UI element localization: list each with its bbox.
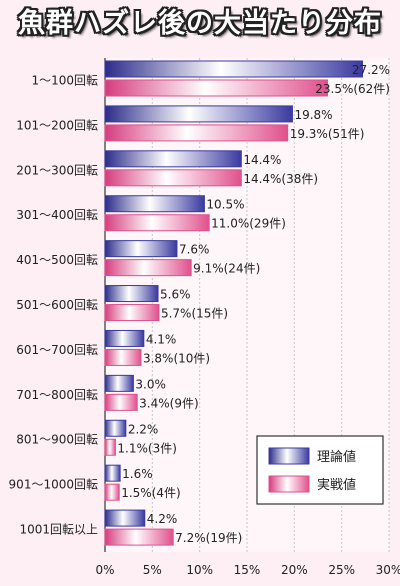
actual-bar [104, 79, 328, 97]
category-label: 201〜300回転 [16, 163, 98, 177]
theory-data-label: 3.0% [135, 377, 166, 391]
theory-bar [104, 464, 121, 482]
x-tick-label: 0% [95, 563, 114, 577]
actual-data-label: 3.8%(10件) [143, 351, 210, 365]
category-label: 901〜1000回転 [9, 478, 98, 492]
actual-data-label: 19.3%(51件) [290, 127, 365, 141]
theory-data-label: 1.6% [122, 467, 153, 481]
legend-box [256, 435, 384, 505]
actual-data-label: 3.4%(9件) [139, 396, 199, 410]
chart-title: 魚群ハズレ後の大当たり分布 [18, 8, 382, 39]
theory-bar [104, 150, 242, 168]
actual-data-label: 14.4%(38件) [243, 172, 318, 186]
theory-bar [104, 60, 363, 78]
category-label: 501〜600回転 [16, 298, 98, 312]
actual-data-label: 7.2%(19件) [175, 531, 242, 545]
theory-data-label: 4.1% [146, 332, 177, 346]
theory-bar [104, 374, 134, 392]
legend-label-theory: 理論値 [317, 449, 356, 465]
actual-data-label: 1.5%(4件) [121, 486, 181, 500]
legend-swatch-actual [268, 475, 310, 493]
actual-data-label: 11.0%(29件) [211, 217, 286, 231]
x-tick-label: 20% [281, 563, 308, 577]
theory-bar [104, 195, 205, 213]
actual-bar [104, 348, 142, 366]
x-tick-label: 10% [186, 563, 213, 577]
category-label: 701〜800回転 [16, 388, 98, 402]
category-label: 401〜500回転 [16, 253, 98, 267]
theory-data-label: 14.4% [243, 153, 281, 167]
actual-bar [104, 124, 289, 142]
actual-bar [104, 304, 160, 322]
actual-bar [104, 259, 192, 277]
theory-bar [104, 285, 159, 303]
theory-data-label: 27.2% [352, 63, 390, 77]
category-label: 301〜400回転 [16, 208, 98, 222]
legend-swatch-theory [268, 447, 310, 465]
theory-bar [104, 105, 293, 123]
theory-data-label: 2.2% [128, 422, 158, 436]
category-label: 1001回転以上 [19, 523, 98, 537]
theory-data-label: 7.6% [179, 243, 210, 257]
theory-data-label: 4.2% [147, 512, 178, 526]
theory-data-label: 19.8% [294, 108, 332, 122]
actual-data-label: 1.1%(3件) [117, 441, 177, 455]
actual-bar [104, 393, 138, 411]
actual-bar [104, 169, 242, 187]
category-label: 1〜100回転 [31, 73, 98, 87]
theory-bar [104, 240, 178, 258]
category-label: 601〜700回転 [16, 343, 98, 357]
category-label: 801〜900回転 [16, 433, 98, 447]
theory-data-label: 5.6% [160, 288, 191, 302]
theory-data-label: 10.5% [206, 198, 244, 212]
theory-bar [104, 509, 146, 527]
actual-bar [104, 214, 210, 232]
actual-data-label: 9.1%(24件) [193, 262, 260, 276]
x-tick-label: 5% [143, 563, 162, 577]
actual-bar [104, 528, 174, 546]
legend-label-actual: 実戦値 [317, 477, 356, 493]
actual-data-label: 23.5%(62件) [315, 82, 390, 96]
x-tick-label: 30% [376, 563, 400, 577]
category-label: 101〜200回転 [16, 118, 98, 132]
actual-bar [104, 438, 116, 456]
actual-data-label: 5.7%(15件) [161, 307, 228, 321]
x-tick-label: 15% [234, 563, 261, 577]
x-tick-label: 25% [328, 563, 355, 577]
theory-bar [104, 419, 127, 437]
actual-bar [104, 483, 120, 501]
theory-bar [104, 329, 145, 347]
